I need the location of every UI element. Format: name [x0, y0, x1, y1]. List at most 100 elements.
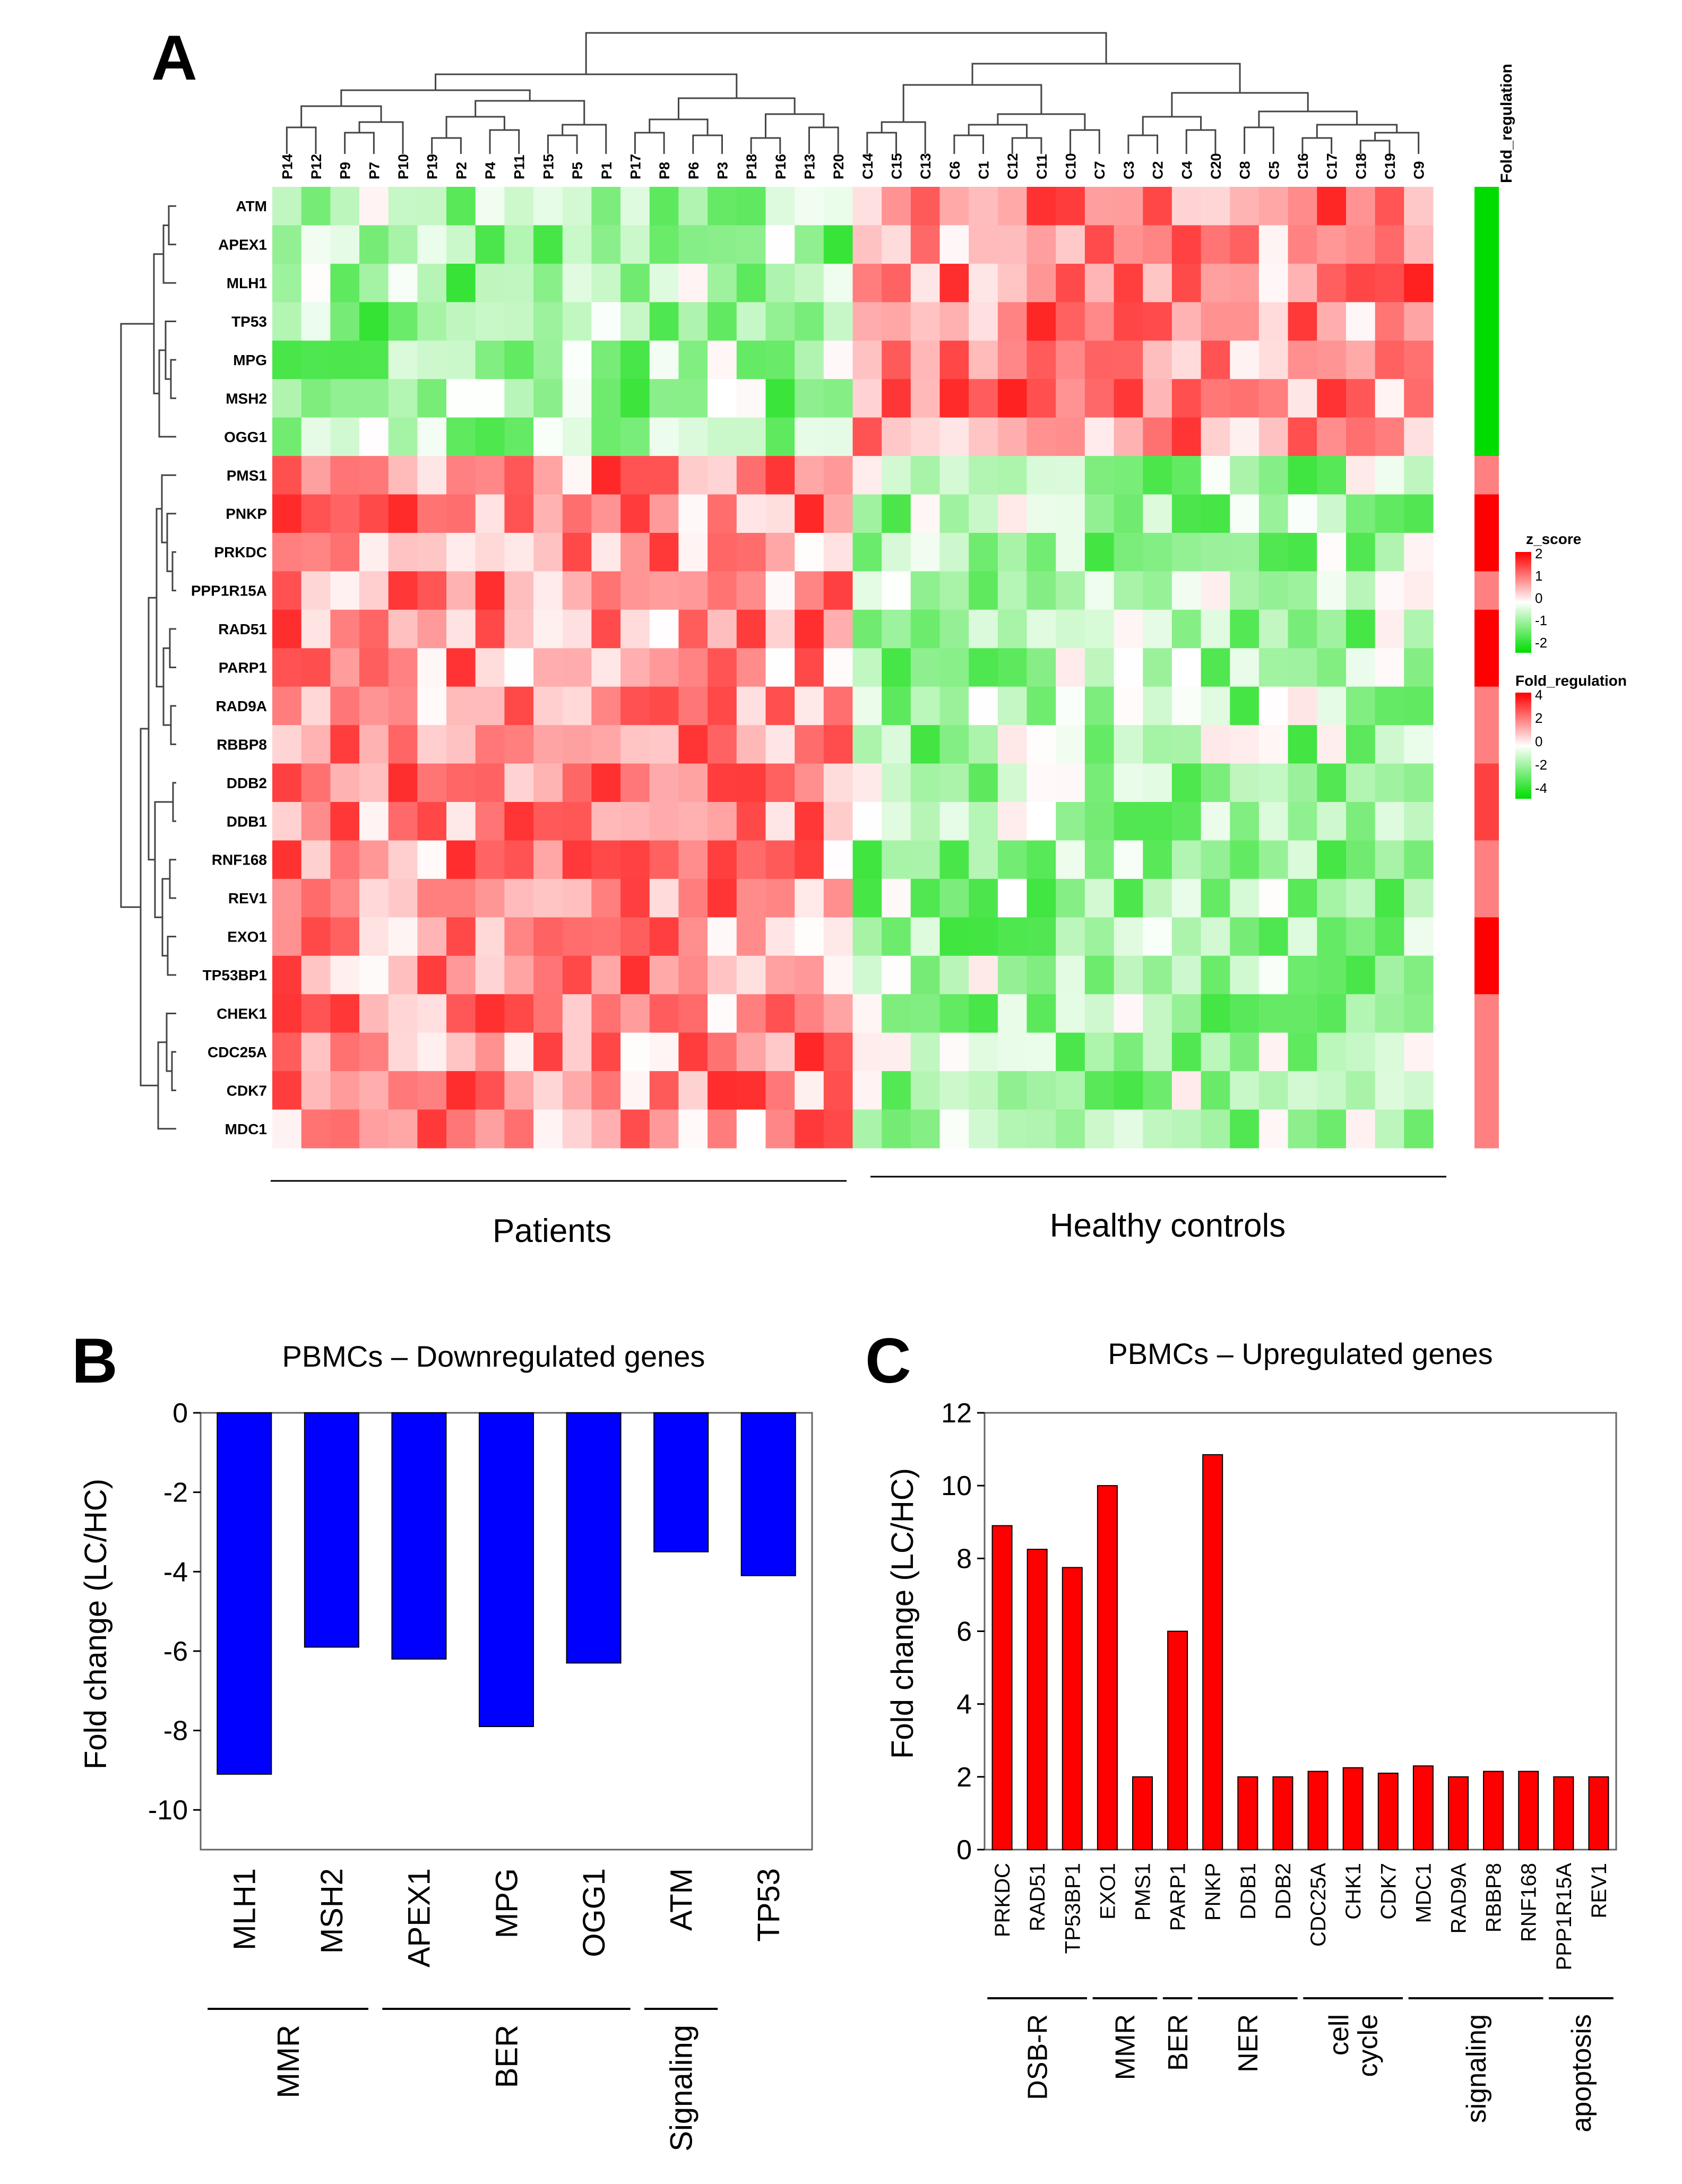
heatmap-cell — [649, 533, 679, 572]
heatmap-cell — [1201, 263, 1230, 303]
heatmap-cell — [795, 994, 824, 1033]
heatmap-cell — [910, 225, 941, 264]
heatmap-cell — [939, 802, 969, 841]
heatmap-cell — [969, 456, 998, 495]
heatmap-cell — [533, 725, 563, 764]
heatmap-cell — [330, 994, 360, 1033]
heatmap-cell — [504, 1071, 534, 1110]
heatmap-cell — [359, 648, 389, 687]
heatmap-cell — [736, 456, 766, 495]
fold-regulation-cell — [1474, 533, 1499, 572]
heatmap-cell — [1171, 609, 1202, 649]
heatmap-cell — [1375, 763, 1404, 802]
heatmap-cell — [882, 686, 911, 726]
panel-c-ylabel: Fold change (LC/HC) — [885, 1468, 920, 1759]
heatmap-cell — [969, 1071, 998, 1110]
heatmap-cell — [1317, 571, 1347, 610]
heatmap-cell — [649, 379, 679, 418]
heatmap-cell — [708, 1032, 737, 1072]
heatmap-cell — [562, 571, 592, 610]
heatmap-cell — [388, 456, 418, 495]
fold-regulation-cell — [1474, 609, 1499, 649]
heatmap-cell — [388, 725, 418, 764]
column-label: P6 — [686, 162, 702, 179]
heatmap-cell — [388, 379, 418, 418]
heatmap-cell — [1230, 1071, 1260, 1110]
bar — [1377, 1772, 1399, 1851]
heatmap-cell — [1143, 609, 1172, 649]
heatmap-cell — [417, 878, 447, 918]
row-label: ATM — [236, 198, 267, 214]
heatmap-cell — [708, 609, 737, 649]
row-label: PARP1 — [219, 660, 267, 676]
heatmap-cell — [504, 994, 534, 1033]
heatmap-cell — [446, 1071, 476, 1110]
heatmap-cell — [852, 494, 882, 533]
heatmap-cell — [765, 571, 795, 610]
heatmap-cell — [795, 686, 824, 726]
heatmap-cell — [591, 379, 621, 418]
fold-regulation-cell — [1474, 917, 1499, 956]
heatmap-cell — [446, 725, 476, 764]
column-label: P1 — [599, 162, 615, 179]
heatmap-cell — [1114, 225, 1143, 264]
heatmap-cell — [852, 1032, 882, 1072]
heatmap-cell — [301, 1071, 331, 1110]
heatmap-cell — [795, 340, 824, 379]
heatmap-cell — [417, 225, 447, 264]
zscore-legend-gradient — [1515, 552, 1531, 653]
fold-regulation-cell — [1474, 494, 1499, 533]
heatmap-cells — [272, 187, 1434, 1149]
column-label: P13 — [802, 154, 818, 179]
row-label: RNF168 — [212, 852, 267, 868]
heatmap-cell — [1288, 533, 1317, 572]
heatmap-cell — [301, 878, 331, 918]
heatmap-cell — [1171, 571, 1202, 610]
heatmap-cell — [1084, 456, 1115, 495]
heatmap-cell — [1404, 456, 1434, 495]
heatmap-cell — [359, 187, 389, 226]
heatmap-cell — [1404, 1032, 1434, 1072]
heatmap-cell — [1258, 686, 1289, 726]
heatmap-cell — [475, 340, 505, 379]
bar — [1097, 1485, 1118, 1851]
heatmap-cell — [823, 494, 853, 533]
heatmap-cell — [823, 225, 853, 264]
heatmap-cell — [1114, 878, 1143, 918]
group-label: NER — [1233, 2014, 1264, 2073]
heatmap-cell — [939, 263, 969, 303]
heatmap-cell — [330, 1109, 360, 1149]
heatmap-cell — [417, 379, 447, 418]
heatmap-cell — [1143, 302, 1172, 341]
heatmap-cell — [765, 686, 795, 726]
heatmap-cell — [1288, 225, 1317, 264]
heatmap-cell — [1317, 725, 1347, 764]
column-label: C5 — [1266, 161, 1282, 179]
heatmap-cell — [1114, 379, 1143, 418]
heatmap-cell — [678, 225, 708, 264]
panel-b-ylabel: Fold change (LC/HC) — [79, 1479, 113, 1769]
heatmap-cell — [1288, 302, 1317, 341]
heatmap-cell — [562, 533, 592, 572]
heatmap-cell — [301, 340, 331, 379]
heatmap-cell — [882, 725, 911, 764]
heatmap-cell — [446, 763, 476, 802]
fold-legend-title: Fold_regulation — [1515, 672, 1627, 689]
heatmap-cell — [852, 802, 882, 841]
heatmap-cell — [475, 456, 505, 495]
heatmap-cell — [1027, 1109, 1056, 1149]
heatmap-cell — [1056, 379, 1085, 418]
y-tick-label: -8 — [163, 1716, 188, 1747]
row-label: REV1 — [228, 890, 267, 907]
heatmap-cell — [678, 917, 708, 956]
heatmap-cell — [765, 456, 795, 495]
heatmap-cell — [1056, 1071, 1085, 1110]
category-label: RNF168 — [1517, 1863, 1541, 1942]
fold-legend: Fold_regulation 4 2 0 -2 -4 — [1515, 672, 1627, 799]
heatmap-cell — [359, 609, 389, 649]
heatmap-cell — [1143, 494, 1172, 533]
heatmap-cell — [1258, 763, 1289, 802]
fold-legend-tick: -2 — [1535, 757, 1547, 773]
heatmap-cell — [533, 187, 563, 226]
heatmap-cell — [736, 494, 766, 533]
